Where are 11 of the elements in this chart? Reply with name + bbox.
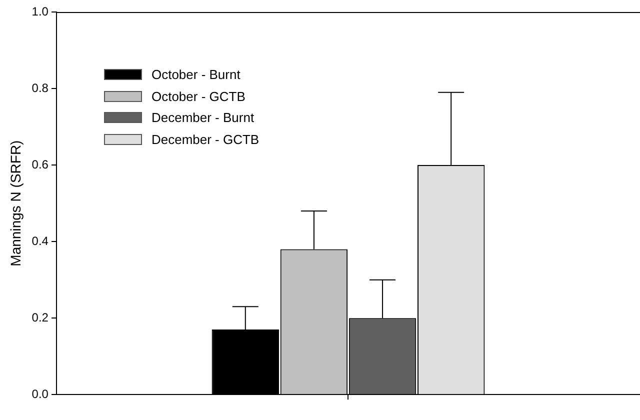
legend-label: October - GCTB [151,88,246,104]
y-tick-label: 0.4 [32,234,49,248]
legend-label: December - GCTB [151,132,260,148]
y-tick-label: 0.2 [32,310,49,324]
y-tick-label: 0.0 [32,386,49,401]
y-tick-label: 1.0 [32,4,49,18]
y-axis-title: Mannings N (SRFR) [7,140,24,266]
y-tick-label: 0.6 [32,157,49,172]
legend-label: December - Burnt [151,110,254,126]
legend-label: October - Burnt [151,67,240,82]
y-tick-label: 0.8 [32,80,49,95]
